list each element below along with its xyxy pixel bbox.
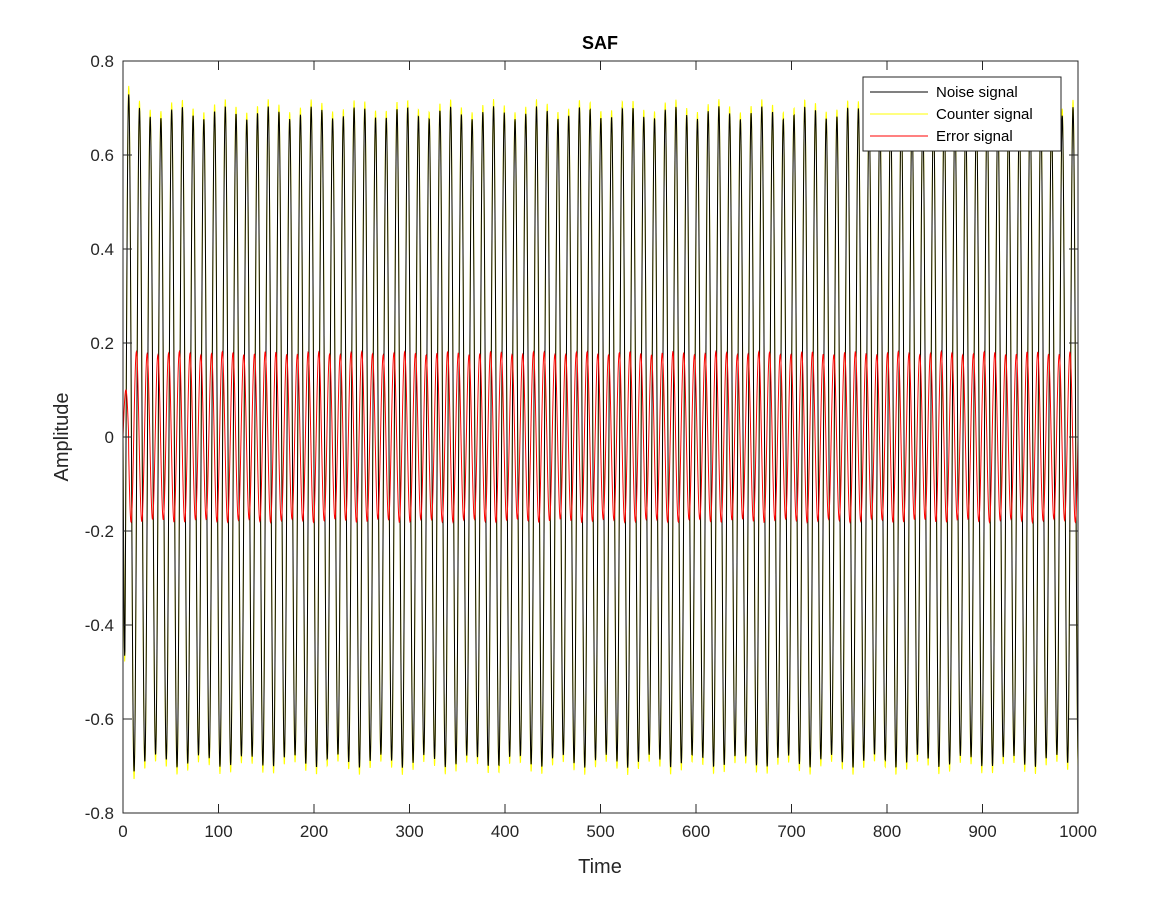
y-tick-label: 0 (105, 428, 114, 447)
y-tick-label: -0.8 (85, 804, 114, 823)
x-tick-label: 400 (491, 822, 519, 841)
legend: Noise signal Counter signal Error signal (862, 76, 1062, 152)
x-tick-label: 500 (586, 822, 614, 841)
x-tick-label: 300 (395, 822, 423, 841)
y-axis-label: Amplitude (51, 393, 73, 482)
x-tick-label: 0 (118, 822, 127, 841)
chart-title: SAF (582, 33, 618, 53)
y-tick-label: 0.4 (90, 240, 114, 259)
series-line-noise-signal (122, 94, 1079, 772)
x-tick-label: 700 (777, 822, 805, 841)
y-tick-label: 0.8 (90, 52, 114, 71)
series-line-error-signal (122, 349, 1079, 525)
legend-label-counter: Counter signal (936, 106, 1033, 123)
x-tick-label: 100 (204, 822, 232, 841)
tick-layer: 0 100 200 300 400 500 600 700 800 900 1000 -0.8 -0.6… (85, 52, 1097, 841)
x-axis-label: Time (578, 856, 622, 878)
series-layer (122, 85, 1079, 780)
x-tick-label: 600 (682, 822, 710, 841)
y-tick-label: 0.6 (90, 146, 114, 165)
x-tick-label: 200 (300, 822, 328, 841)
y-tick-label: -0.6 (85, 710, 114, 729)
x-tick-label: 900 (968, 822, 996, 841)
y-tick-label: -0.4 (85, 616, 114, 635)
y-tick-label: 0.2 (90, 334, 114, 353)
x-tick-label: 1000 (1059, 822, 1097, 841)
legend-label-error: Error signal (936, 128, 1013, 145)
legend-label-noise: Noise signal (936, 84, 1018, 101)
y-tick-label: -0.2 (85, 522, 114, 541)
x-tick-label: 800 (873, 822, 901, 841)
